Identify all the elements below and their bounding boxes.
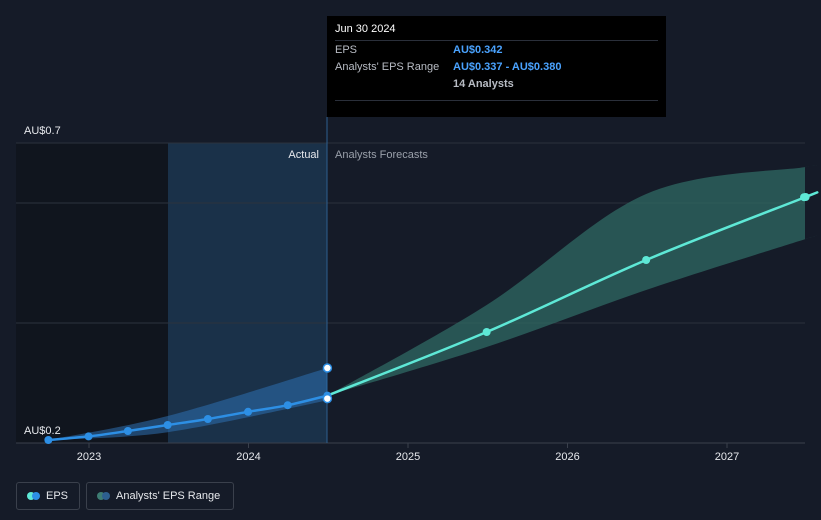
range-low-point [322,393,333,404]
actual-range-band [48,368,328,440]
x-tick-label: 2026 [555,451,579,463]
tooltip-analysts-row: 14 Analysts [335,75,658,92]
x-tick-label: 2023 [77,451,101,463]
tooltip: Jun 30 2024 EPS AU$0.342 Analysts' EPS R… [327,16,666,117]
actual-eps-point [44,436,53,444]
x-tick-label: 2027 [715,451,739,463]
actual-eps-point [203,415,212,423]
actual-eps-point [123,427,132,435]
range-high-point [322,363,333,373]
range-legend-icon [97,492,110,500]
tooltip-date: Jun 30 2024 [335,23,396,35]
tooltip-range-label: Analysts' EPS Range [335,60,440,73]
eps-legend-icon [27,492,40,500]
tooltip-range-row: Analysts' EPS Range AU$0.337 - AU$0.380 [335,58,658,75]
actual-label: Actual [288,149,319,161]
tooltip-divider [335,100,658,101]
forecast-range-band [327,165,818,396]
forecast-eps-point [800,193,808,202]
tooltip-analysts: 14 Analysts [453,77,514,90]
actual-eps-point [163,421,172,429]
forecast-eps-point [642,256,651,264]
tooltip-range-value: AU$0.337 - AU$0.380 [453,60,562,73]
forecast-label: Analysts Forecasts [335,149,428,161]
actual-eps-point [84,432,93,441]
tooltip-eps-row: EPS AU$0.342 [335,40,658,58]
tooltip-eps-label: EPS [335,43,358,56]
tooltip-eps-value: AU$0.342 [453,43,503,56]
y-label-top: AU$0.7 [24,125,61,137]
y-label-bottom: AU$0.2 [24,425,61,437]
forecast-eps-point [482,328,491,336]
x-tick-label: 2025 [396,451,420,463]
legend-eps-button[interactable]: EPS [16,482,80,510]
x-tick-label: 2024 [236,451,260,463]
actual-eps-point [244,407,253,416]
actual-eps-point [283,401,292,410]
past-background [16,143,168,443]
legend-eps-label: EPS [46,490,69,502]
legend-range-button[interactable]: Analysts' EPS Range [86,482,234,510]
legend-range-label: Analysts' EPS Range [116,490,221,502]
